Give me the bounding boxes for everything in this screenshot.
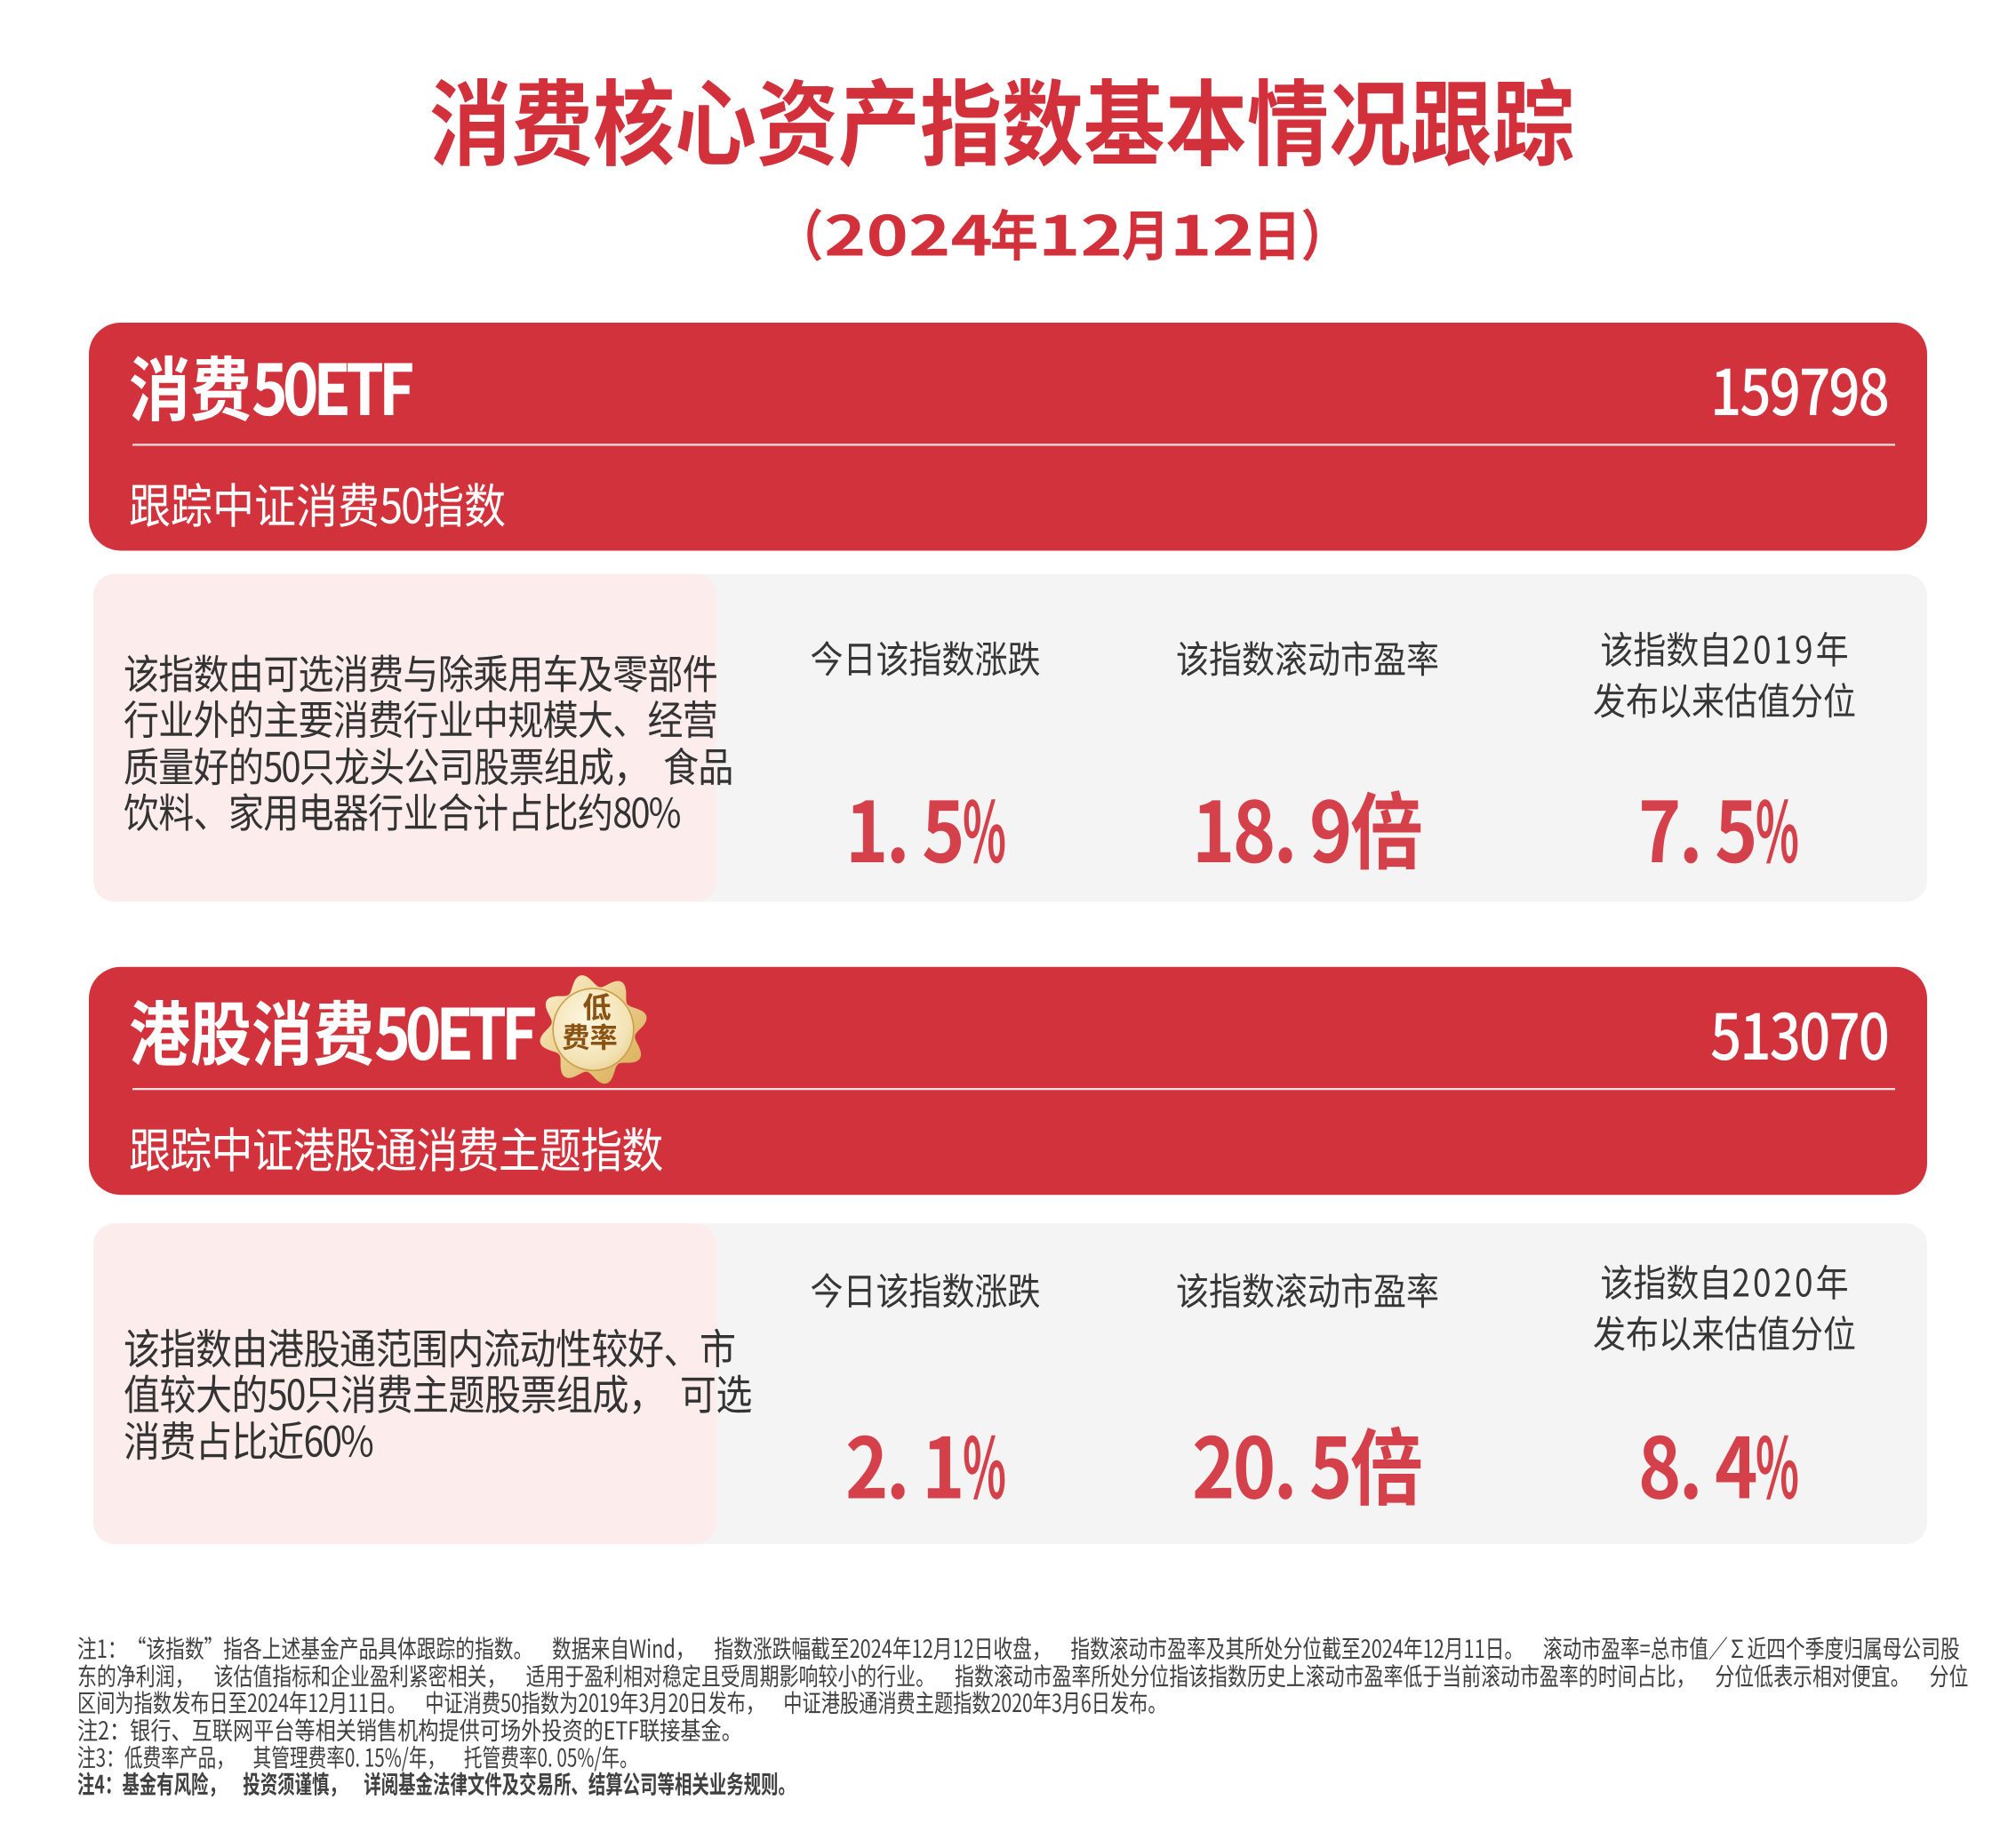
svg-text:费率: 费率	[562, 1015, 617, 1056]
svg-text:低: 低	[582, 985, 611, 1027]
